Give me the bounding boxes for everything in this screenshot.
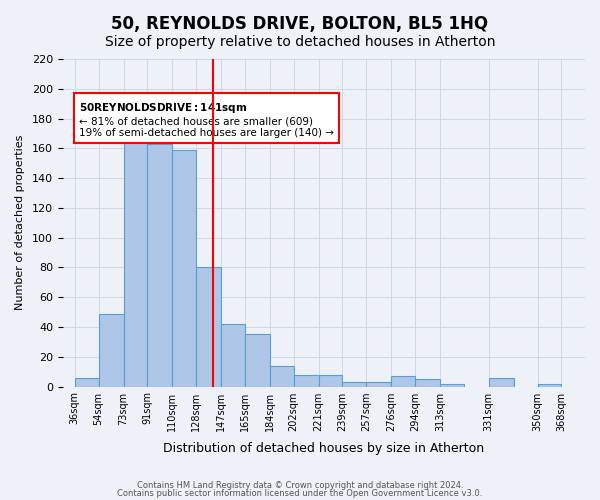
Bar — [440, 384, 464, 386]
Bar — [147, 144, 172, 386]
Bar — [293, 374, 319, 386]
Text: $\bf{50 REYNOLDS DRIVE: 141sqm}$
← 81% of detached houses are smaller (609)
19% : $\bf{50 REYNOLDS DRIVE: 141sqm}$ ← 81% o… — [79, 100, 334, 138]
Bar — [75, 378, 98, 386]
Bar — [196, 268, 221, 386]
Bar — [489, 378, 514, 386]
Y-axis label: Number of detached properties: Number of detached properties — [15, 135, 25, 310]
Bar — [270, 366, 293, 386]
Bar — [319, 374, 343, 386]
Text: 50, REYNOLDS DRIVE, BOLTON, BL5 1HQ: 50, REYNOLDS DRIVE, BOLTON, BL5 1HQ — [112, 15, 488, 33]
Text: Size of property relative to detached houses in Atherton: Size of property relative to detached ho… — [105, 35, 495, 49]
Bar — [366, 382, 391, 386]
Text: Contains HM Land Registry data © Crown copyright and database right 2024.: Contains HM Land Registry data © Crown c… — [137, 481, 463, 490]
Bar — [538, 384, 561, 386]
Text: Contains public sector information licensed under the Open Government Licence v3: Contains public sector information licen… — [118, 488, 482, 498]
Bar — [172, 150, 196, 386]
Bar — [98, 314, 124, 386]
Bar — [124, 129, 147, 386]
Bar — [343, 382, 366, 386]
Bar — [221, 324, 245, 386]
Bar — [391, 376, 415, 386]
X-axis label: Distribution of detached houses by size in Atherton: Distribution of detached houses by size … — [163, 442, 485, 455]
Bar — [245, 334, 270, 386]
Bar — [415, 379, 440, 386]
